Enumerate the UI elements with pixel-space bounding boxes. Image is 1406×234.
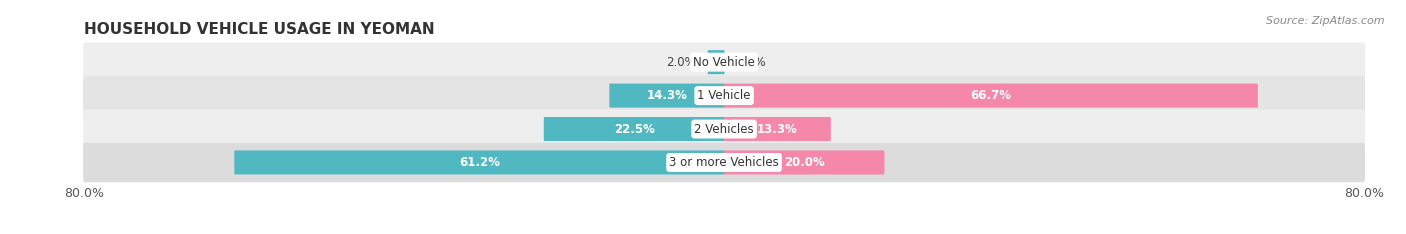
FancyBboxPatch shape (724, 117, 831, 141)
Text: 1 Vehicle: 1 Vehicle (697, 89, 751, 102)
Text: 20.0%: 20.0% (783, 156, 824, 169)
Text: Source: ZipAtlas.com: Source: ZipAtlas.com (1267, 16, 1385, 26)
Text: 3 or more Vehicles: 3 or more Vehicles (669, 156, 779, 169)
Text: 2.0%: 2.0% (666, 56, 696, 69)
Text: 61.2%: 61.2% (458, 156, 499, 169)
FancyBboxPatch shape (83, 42, 1365, 82)
FancyBboxPatch shape (707, 50, 724, 74)
Text: 22.5%: 22.5% (613, 123, 655, 135)
FancyBboxPatch shape (83, 76, 1365, 115)
FancyBboxPatch shape (83, 109, 1365, 149)
FancyBboxPatch shape (235, 150, 724, 175)
Text: 13.3%: 13.3% (756, 123, 797, 135)
FancyBboxPatch shape (724, 84, 1258, 108)
FancyBboxPatch shape (609, 84, 724, 108)
Text: 66.7%: 66.7% (970, 89, 1011, 102)
Text: HOUSEHOLD VEHICLE USAGE IN YEOMAN: HOUSEHOLD VEHICLE USAGE IN YEOMAN (84, 22, 434, 37)
Text: 14.3%: 14.3% (647, 89, 688, 102)
Text: 2 Vehicles: 2 Vehicles (695, 123, 754, 135)
FancyBboxPatch shape (544, 117, 724, 141)
Text: 0.0%: 0.0% (737, 56, 766, 69)
FancyBboxPatch shape (724, 150, 884, 175)
Text: No Vehicle: No Vehicle (693, 56, 755, 69)
FancyBboxPatch shape (83, 143, 1365, 182)
